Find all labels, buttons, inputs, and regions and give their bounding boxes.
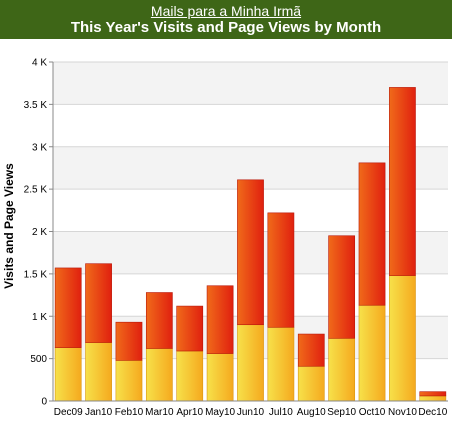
bar-segment [267, 326, 295, 402]
axis-layer: 0 500 1 K 1.5 K 2 K 2.5 K 3 K 3.5 K 4 K Dec09 Jan1… [24, 58, 448, 418]
y-tick-label: 3 K [32, 142, 47, 153]
bar-segment [419, 395, 447, 402]
bar-segment [145, 292, 173, 349]
y-tick-label: 2.5 K [24, 185, 48, 196]
bar-segment [54, 267, 82, 348]
bar-segment [297, 365, 325, 402]
bar-segment [145, 348, 173, 402]
bar-segment [85, 342, 112, 402]
bar-segment [389, 87, 416, 276]
y-tick-label: 500 [30, 354, 47, 365]
bars-layer [54, 87, 447, 402]
bar-segment [358, 162, 386, 306]
y-tick-label: 4 K [32, 58, 47, 69]
bar-segment [54, 347, 82, 402]
site-link[interactable]: Mails para a Minha Irmã [150, 3, 302, 19]
chart-title: This Year's Visits and Page Views by Mon… [70, 19, 382, 36]
visits-bar-chart: 0 500 1 K 1.5 K 2 K 2.5 K 3 K 3.5 K 4 K Dec09 Jan1… [2, 58, 448, 418]
bar-segment [115, 321, 143, 361]
grid-band [53, 104, 448, 147]
bar-segment [389, 275, 416, 402]
y-tick-label: 0 [41, 397, 47, 408]
x-tick-label: May10 [205, 407, 235, 418]
y-tick-label: 1.5 K [24, 269, 48, 280]
y-tick-label: 1 K [32, 312, 47, 323]
x-tick-label: Aug10 [297, 407, 326, 418]
bar-segment [237, 324, 264, 402]
bar-segment [328, 337, 356, 402]
x-tick-label: Jul10 [269, 407, 293, 418]
bar-segment [115, 360, 143, 402]
y-axis-title: Visits and Page Views [2, 163, 16, 289]
x-tick-label: Feb10 [115, 407, 144, 418]
bar-segment [267, 212, 295, 328]
bar-segment [237, 179, 264, 326]
x-tick-label: Dec10 [418, 407, 447, 418]
y-tick-label: 3.5 K [24, 100, 48, 111]
x-tick-label: Oct10 [359, 407, 386, 418]
x-tick-label: Dec09 [54, 407, 83, 418]
x-tick-label: Mar10 [145, 407, 174, 418]
bar-segment [206, 285, 234, 354]
chart-header: Mails para a Minha Irmã This Year's Visi… [0, 0, 452, 39]
bar-segment [358, 304, 386, 402]
bar-segment [419, 391, 447, 397]
x-tick-label: Apr10 [176, 407, 203, 418]
x-tick-label: Jan10 [85, 407, 113, 418]
y-tick-label: 2 K [32, 227, 47, 238]
bar-segment [176, 305, 204, 352]
x-tick-label: Sep10 [327, 407, 356, 418]
x-tick-label: Jun10 [237, 407, 265, 418]
bar-segment [176, 350, 204, 402]
bar-segment [297, 333, 325, 367]
bar-segment [328, 235, 356, 339]
bar-segment [206, 353, 234, 402]
grid-band [53, 62, 448, 105]
bar-segment [85, 263, 112, 343]
x-tick-label: Nov10 [388, 407, 417, 418]
